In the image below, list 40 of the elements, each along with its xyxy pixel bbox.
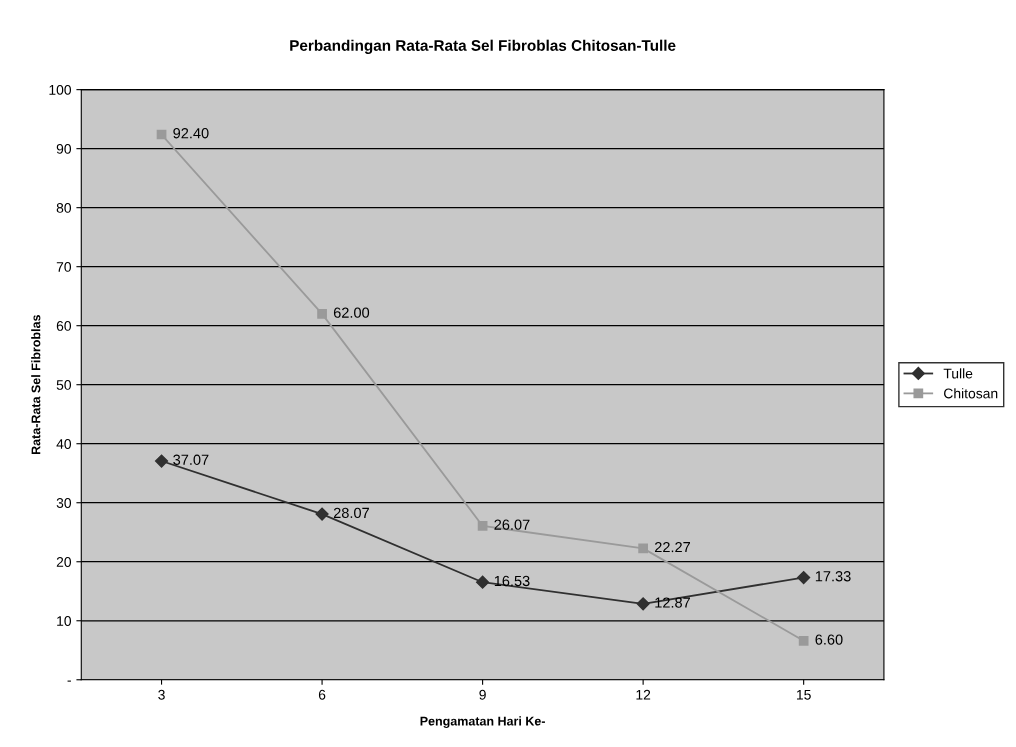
x-tick-label: 6: [318, 689, 326, 700]
y-tick-label: 70: [56, 262, 72, 272]
data-label: 22.27: [654, 541, 690, 553]
y-tick-label: 40: [56, 439, 72, 449]
legend-label: Tulle: [943, 368, 973, 379]
point: [315, 507, 329, 521]
data-label: 28.07: [333, 507, 369, 519]
y-axis-title: Rata-Rata Sel Fibroblas: [31, 315, 41, 455]
point: [154, 454, 169, 468]
legend-label: Chitosan: [944, 388, 998, 399]
data-label: 12.87: [655, 597, 690, 608]
x-tick-label: 9: [479, 689, 486, 700]
data-label: 62.00: [333, 307, 370, 318]
y-tick-label: 50: [56, 380, 72, 390]
data-label: 26.07: [494, 519, 530, 530]
point: [797, 570, 811, 585]
y-tick-label: 10: [57, 616, 72, 626]
data-label: 17.33: [815, 571, 851, 582]
data-label: 16.53: [494, 575, 530, 587]
data-label: 37.07: [173, 454, 209, 465]
y-tick-label: 90: [56, 143, 72, 154]
data-label: 6.60: [815, 634, 843, 645]
x-tick-label: 3: [158, 689, 165, 700]
point: [317, 309, 327, 319]
point: [798, 635, 809, 646]
point: [477, 521, 488, 531]
x-tick-label: 15: [796, 690, 811, 700]
y-tick-label: 80: [56, 203, 72, 213]
point: [638, 543, 648, 554]
data-label: 92.40: [173, 128, 209, 139]
y-tick-label: 20: [56, 557, 72, 567]
y-tick-label: 100: [49, 84, 72, 95]
point: [476, 575, 490, 589]
chart-title: Perbandingan Rata-Rata Sel Fibroblas Chitosan-Tulle: [290, 39, 676, 54]
y-tick-label: 30: [56, 498, 72, 508]
y-tick-label: -: [67, 680, 71, 682]
x-tick-label: 12: [636, 689, 651, 700]
y-tick-label: 60: [56, 321, 72, 331]
x-axis-title: Pengamatan Hari Ke-: [420, 716, 545, 729]
point: [636, 597, 650, 611]
